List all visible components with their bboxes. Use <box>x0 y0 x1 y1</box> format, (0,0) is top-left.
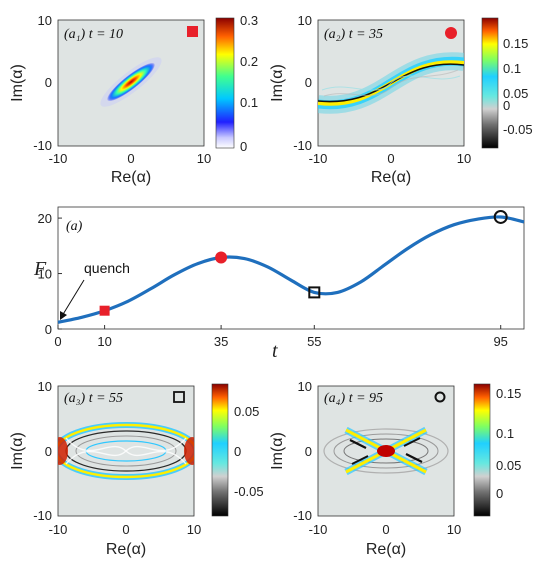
panel-a1-label: (a₁) t = 10 <box>64 27 123 42</box>
panel-a3-ytick-top: 10 <box>38 379 52 394</box>
panel-a4-xtick-mid: 0 <box>382 522 389 537</box>
panel-a1-cbtick-1: 0.2 <box>240 54 258 69</box>
panel-a-quench-arrow-head <box>60 311 67 320</box>
panel-a-ytick-label-2: 0 <box>45 322 52 337</box>
panel-a2: (a₂) t = 35 10 0 -10 -10 0 10 Re(α) Im(α… <box>269 13 533 186</box>
panel-a4-label: (a₄) t = 95 <box>324 391 383 406</box>
panel-a-xticks: 0 10 35 55 95 <box>54 325 508 349</box>
panel-a-marker-t95 <box>493 209 508 224</box>
panel-a3: (a₃) t = 55 10 0 -10 -10 0 10 Re(α) Im(α… <box>9 379 264 558</box>
panel-a2-cbtick-3: 0 <box>503 98 510 113</box>
panel-a-ylabel: F <box>33 258 47 280</box>
panel-a-ytick-label-1: 10 <box>38 267 52 282</box>
panel-a-label: (a) <box>66 219 83 234</box>
panel-a1-ytick-bottom: -10 <box>33 138 52 153</box>
panel-a3-ytick-mid: 0 <box>45 444 52 459</box>
panel-a1-xtick-right: 10 <box>197 151 211 166</box>
panel-a4-colorbar <box>473 383 491 517</box>
panel-a-markers <box>99 209 508 316</box>
panel-a3-cbtick-2: -0.05 <box>234 484 264 499</box>
panel-a1-xlabel: Re(α) <box>111 169 151 186</box>
panel-a2-cbtick-0: 0.15 <box>503 36 528 51</box>
panel-a4-ytick-top: 10 <box>298 379 312 394</box>
panel-a-yticks: 20 10 0 <box>38 211 62 337</box>
panel-a2-colorbar <box>481 17 499 149</box>
panel-a1-cbtick-2: 0.1 <box>240 95 258 110</box>
panel-a1: (a₁) t = 10 10 0 -10 -10 0 10 Re(α) Im(α… <box>9 13 258 186</box>
panel-a-xtick-label-1: 10 <box>97 334 111 349</box>
panel-a1-xtick-mid: 0 <box>127 151 134 166</box>
panel-a1-cbtick-3: 0 <box>240 139 247 154</box>
panel-a2-cbtick-1: 0.1 <box>503 61 521 76</box>
panel-a2-fringes <box>318 52 464 114</box>
panel-a-annotation-quench: quench <box>84 260 130 276</box>
panel-a-marker-t55 <box>308 286 321 299</box>
panel-a3-colorbar <box>211 383 229 517</box>
panel-a2-xtick-mid: 0 <box>387 151 394 166</box>
panel-a4-xtick-left: -10 <box>309 522 328 537</box>
panel-a2-cbtick-2: 0.05 <box>503 86 528 101</box>
panel-a1-colorbar <box>215 17 235 149</box>
panel-a4-fringes <box>323 426 449 476</box>
panel-a3-cbtick-0: 0.05 <box>234 404 259 419</box>
panel-a3-fringes <box>58 422 194 480</box>
panel-a-fidelity-curve <box>57 215 525 324</box>
panel-a2-ylabel: Im(α) <box>269 64 286 102</box>
panel-a1-ytick-mid: 0 <box>45 75 52 90</box>
panel-a4-cbtick-0: 0.15 <box>496 386 521 401</box>
panel-a4-marker-circle <box>434 391 446 403</box>
panel-a1-core <box>106 62 156 102</box>
panel-a-xtick-label-4: 95 <box>493 334 507 349</box>
panel-a4-ytick-bottom: -10 <box>293 508 312 523</box>
panel-a3-label: (a₃) t = 55 <box>64 391 123 406</box>
panel-a: 0 10 35 55 95 20 10 0 (a) F t quench <box>33 206 525 362</box>
panel-a4-ylabel: Im(α) <box>269 432 286 470</box>
panel-a1-ytick-top: 10 <box>38 13 52 28</box>
panel-a3-ytick-bottom: -10 <box>33 508 52 523</box>
panel-a4-cbtick-1: 0.1 <box>496 426 514 441</box>
panel-a3-xtick-left: -10 <box>49 522 68 537</box>
panel-a-marker-t35 <box>215 251 228 264</box>
panel-a1-cbtick-0: 0.3 <box>240 13 258 28</box>
panel-a1-xtick-left: -10 <box>49 151 68 166</box>
panel-a3-xlabel: Re(α) <box>106 541 146 558</box>
panel-a3-xtick-mid: 0 <box>122 522 129 537</box>
panel-a2-ytick-mid: 0 <box>305 75 312 90</box>
panel-a1-marker-square <box>187 26 198 37</box>
panel-a2-cbtick-4: -0.05 <box>503 122 533 137</box>
panel-a2-ytick-top: 10 <box>298 13 312 28</box>
panel-a2-ytick-bottom: -10 <box>293 138 312 153</box>
panel-a3-ylabel: Im(α) <box>9 432 26 470</box>
panel-a4-xlabel: Re(α) <box>366 541 406 558</box>
panel-a4-xtick-right: 10 <box>447 522 461 537</box>
panel-a-xtick-label-2: 35 <box>214 334 228 349</box>
panel-a-xlabel: t <box>272 340 278 362</box>
panel-a2-xtick-right: 10 <box>457 151 471 166</box>
panel-a-xtick-label-3: 55 <box>307 334 321 349</box>
panel-a2-xlabel: Re(α) <box>371 169 411 186</box>
panel-a4-cbtick-3: 0 <box>496 486 503 501</box>
panel-a-ytick-label-0: 20 <box>38 211 52 226</box>
panel-a3-marker-square <box>173 391 185 403</box>
panel-a-xtick-label-0: 0 <box>54 334 61 349</box>
panel-a2-xtick-left: -10 <box>309 151 328 166</box>
panel-a2-plot-area <box>317 19 465 147</box>
panel-a-quench-arrow-line <box>61 279 85 317</box>
panel-a2-marker-circle <box>445 27 457 39</box>
panel-a2-label: (a₂) t = 35 <box>324 27 383 42</box>
panel-a1-ylabel: Im(α) <box>9 64 26 102</box>
panel-a3-cbtick-1: 0 <box>234 444 241 459</box>
panel-a4-cbtick-2: 0.05 <box>496 458 521 473</box>
panel-a-marker-t10 <box>99 305 110 316</box>
panel-a4: (a₄) t = 95 10 0 -10 -10 0 10 Re(α) Im(α… <box>269 379 521 558</box>
panel-a3-xtick-right: 10 <box>187 522 201 537</box>
panel-a4-ytick-mid: 0 <box>305 444 312 459</box>
